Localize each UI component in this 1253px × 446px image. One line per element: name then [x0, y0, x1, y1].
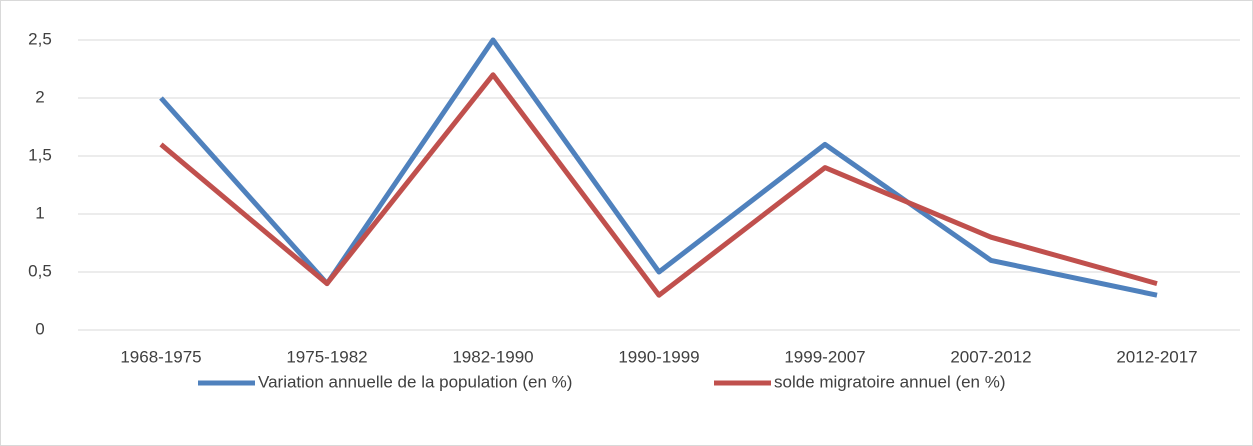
y-tick-label: 1 — [35, 203, 44, 222]
legend-label: Variation annuelle de la population (en … — [258, 372, 572, 391]
y-tick-label: 2 — [35, 87, 44, 106]
legend-label: solde migratoire annuel (en %) — [774, 372, 1006, 391]
y-tick-label: 1,5 — [28, 145, 52, 164]
x-tick-label: 2007-2012 — [950, 347, 1031, 366]
x-tick-label: 1975-1982 — [286, 347, 367, 366]
y-tick-label: 0 — [35, 319, 44, 338]
series-line — [159, 72, 1158, 298]
x-tick-label: 2012-2017 — [1116, 347, 1197, 366]
x-tick-label: 1990-1999 — [618, 347, 699, 366]
x-tick-label: 1999-2007 — [784, 347, 865, 366]
x-tick-label: 1982-1990 — [452, 347, 533, 366]
y-tick-label: 0,5 — [28, 261, 52, 280]
y-tick-label: 2,5 — [28, 29, 52, 48]
x-tick-label: 1968-1975 — [120, 347, 201, 366]
